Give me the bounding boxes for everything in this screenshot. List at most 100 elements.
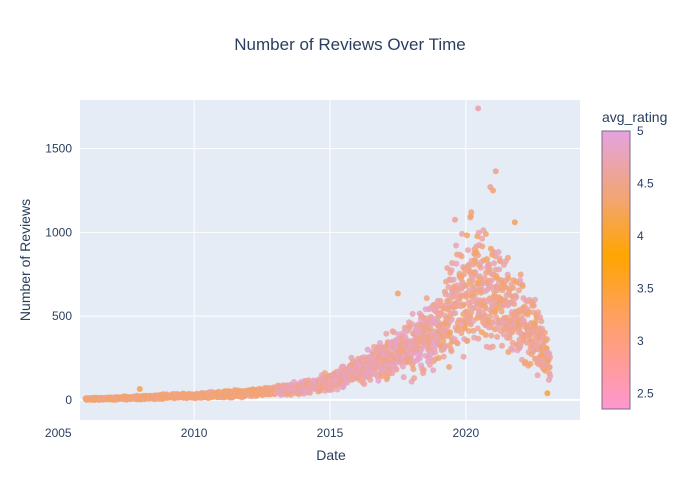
colorbar-tick-label: 3 [637, 334, 644, 348]
data-point [479, 235, 486, 242]
data-point [532, 318, 539, 325]
data-point [475, 105, 482, 112]
data-point [432, 349, 438, 356]
data-point [544, 336, 550, 343]
data-point [435, 355, 442, 361]
data-point [448, 267, 455, 274]
data-point [477, 264, 484, 271]
data-point [541, 329, 548, 336]
data-point [463, 282, 469, 289]
data-point [453, 242, 460, 249]
data-point [465, 328, 472, 334]
data-point [409, 310, 416, 317]
colorbar-ticks: 2.5 3 3.5 4 4.5 5 [637, 124, 654, 400]
data-point [481, 275, 488, 282]
data-point [464, 232, 470, 239]
data-point [361, 381, 368, 387]
data-point [487, 313, 494, 320]
data-point [487, 283, 494, 290]
data-point [497, 258, 504, 265]
data-point [490, 319, 496, 325]
data-point [513, 294, 520, 301]
data-point [482, 231, 489, 237]
data-point [494, 304, 501, 311]
data-point [334, 386, 341, 393]
data-point [516, 325, 523, 332]
data-point [450, 276, 457, 283]
data-point [547, 354, 553, 361]
data-point [510, 284, 517, 291]
data-point [461, 271, 467, 278]
data-point [460, 353, 467, 360]
data-point [496, 266, 503, 273]
data-point [535, 309, 542, 316]
data-point [411, 375, 418, 382]
data-point [452, 310, 459, 317]
y-tick-label: 0 [65, 393, 72, 407]
data-point [546, 364, 553, 371]
axis-ticks: 2005 2010 2015 2020 0 500 1000 1500 [45, 142, 480, 440]
data-point [494, 333, 501, 340]
data-point [495, 249, 502, 255]
data-point [492, 168, 499, 175]
data-point [430, 367, 437, 374]
data-point [441, 344, 448, 351]
data-point [490, 187, 496, 194]
data-point [427, 325, 434, 332]
data-point [460, 301, 467, 308]
data-point [459, 230, 465, 237]
data-point [499, 342, 505, 349]
y-tick-label: 1500 [45, 142, 72, 156]
colorbar-tick-label: 4.5 [637, 176, 654, 190]
colorbar-tick-label: 2.5 [637, 386, 654, 400]
y-tick-label: 500 [52, 309, 72, 323]
data-point [488, 332, 495, 339]
data-point [383, 330, 390, 337]
data-point [464, 337, 471, 344]
data-point [399, 363, 406, 370]
x-tick-label: 2005 [45, 426, 72, 440]
data-point [504, 254, 511, 261]
colorbar-title: avg_rating [602, 109, 667, 125]
data-point [409, 321, 415, 328]
data-point [453, 260, 460, 267]
data-point [468, 209, 475, 216]
data-point [391, 329, 397, 336]
data-point [509, 346, 516, 353]
data-point [375, 377, 382, 384]
data-point [440, 337, 447, 344]
data-point [448, 316, 455, 323]
colorbar [601, 130, 631, 410]
data-point [410, 366, 417, 373]
data-point [482, 305, 489, 312]
data-point [475, 229, 482, 236]
data-point [519, 283, 526, 290]
data-point [393, 366, 400, 373]
data-point [506, 334, 513, 341]
data-point [472, 290, 479, 297]
x-tick-label: 2015 [317, 426, 344, 440]
data-points [82, 105, 554, 403]
data-point [417, 351, 424, 358]
y-axis-title: Number of Reviews [17, 199, 33, 321]
data-point [517, 277, 524, 284]
y-tick-label: 1000 [45, 225, 72, 239]
data-point [538, 318, 545, 325]
data-point [489, 343, 496, 350]
data-point [469, 277, 476, 284]
data-point [465, 247, 471, 254]
data-point [515, 287, 522, 294]
data-point [527, 360, 534, 367]
data-point [505, 275, 512, 282]
data-point [394, 290, 401, 297]
data-point [482, 332, 489, 338]
data-point [532, 296, 538, 303]
data-point [475, 252, 481, 259]
data-point [448, 348, 455, 355]
data-point [420, 367, 427, 373]
data-point [544, 390, 551, 397]
data-point [517, 271, 524, 278]
data-point [447, 329, 453, 336]
data-point [454, 340, 461, 347]
